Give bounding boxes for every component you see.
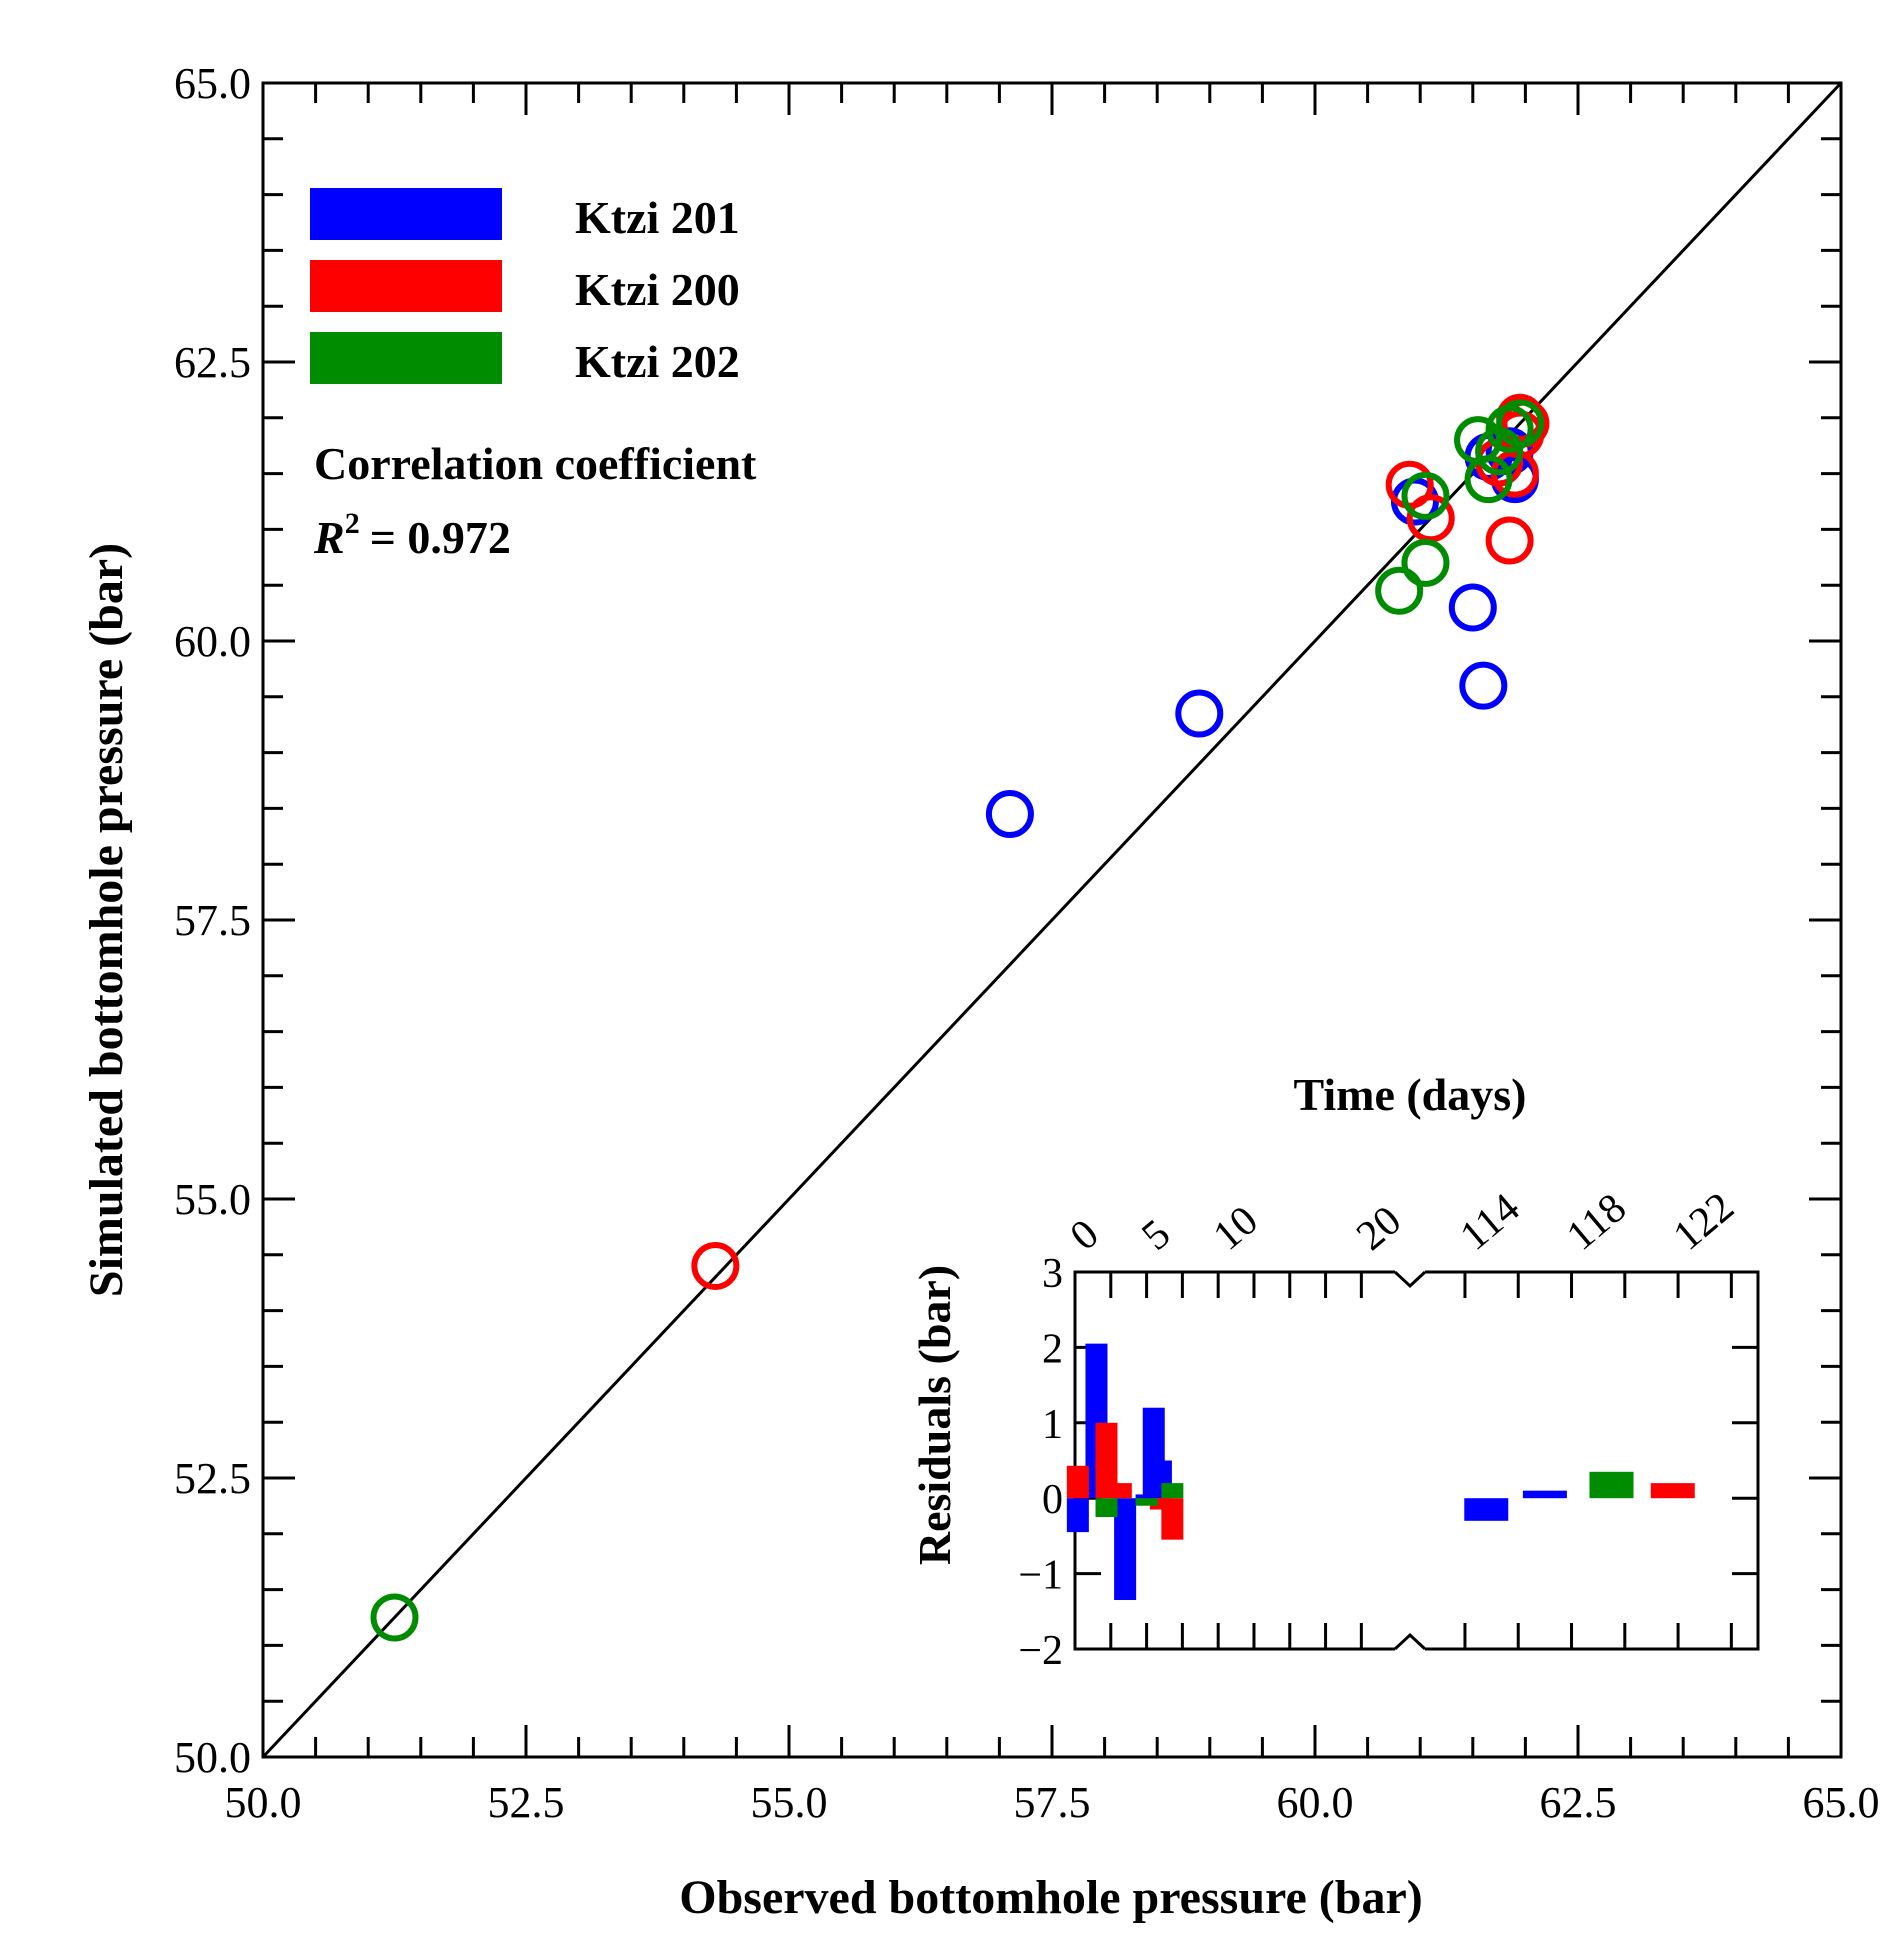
axis-break-bottom (1393, 1632, 1427, 1651)
scatter-points (370, 393, 1550, 1642)
residual-bar-ktzi-201 (1464, 1498, 1509, 1521)
residual-bar-ktzi-200 (1161, 1498, 1184, 1540)
inset-y-tick-label: 1 (1042, 1402, 1063, 1448)
data-point-ktzi-200 (1406, 494, 1455, 543)
residual-bar-ktzi-200 (1066, 1465, 1089, 1499)
x-tick-label: 55.0 (751, 1778, 828, 1827)
x-tick-label: 65.0 (1803, 1778, 1880, 1827)
legend-label: Ktzi 200 (575, 264, 740, 315)
residual-bar-ktzi-202 (1095, 1498, 1118, 1518)
residual-bar-ktzi-200 (1109, 1483, 1132, 1499)
r-symbol: R (313, 512, 345, 563)
axis-break-top (1393, 1270, 1427, 1289)
legend-label: Ktzi 201 (575, 192, 740, 243)
inset-background (1075, 1272, 1758, 1649)
x-tick-label: 52.5 (488, 1778, 565, 1827)
x-tick-label: 50.0 (225, 1778, 302, 1827)
residual-bar-ktzi-200 (1095, 1422, 1118, 1499)
inset-y-tick-label: 2 (1042, 1326, 1063, 1372)
residual-bar-ktzi-202 (1135, 1498, 1158, 1506)
inset-frame-left (1073, 1270, 1395, 1651)
data-point-ktzi-201 (1175, 689, 1224, 738)
residual-bar-ktzi-200 (1650, 1483, 1695, 1499)
data-point-ktzi-202 (1464, 455, 1513, 504)
data-point-ktzi-202 (1375, 566, 1424, 615)
one-to-one-line (261, 81, 1843, 1759)
y-tick-label: 55.0 (174, 1175, 251, 1224)
residual-bar-ktzi-202 (1161, 1483, 1184, 1499)
data-point-ktzi-201 (1459, 661, 1508, 710)
inset-x-tick-label: 20 (1348, 1197, 1410, 1259)
residual-bar-ktzi-201 (1066, 1498, 1089, 1533)
inset-y-axis-title: Residuals (bar) (909, 1265, 960, 1565)
r-squared-label: R2 = 0.972 (313, 507, 511, 563)
inset-x-tick-label: 122 (1665, 1184, 1743, 1260)
residual-bar-ktzi-200 (1149, 1498, 1172, 1510)
y-tick-label: 62.5 (174, 338, 251, 387)
legend: Ktzi 201 Ktzi 200 Ktzi 202 (310, 188, 740, 387)
x-tick-label: 60.0 (1277, 1778, 1354, 1827)
data-point-ktzi-201 (1448, 583, 1497, 632)
legend-swatch (310, 260, 502, 312)
inset-x-tick-label: 5 (1133, 1211, 1179, 1260)
x-tick-label: 62.5 (1540, 1778, 1617, 1827)
residual-bar-ktzi-201 (1522, 1490, 1567, 1499)
legend-swatch (310, 332, 502, 384)
data-point-ktzi-200 (691, 1241, 740, 1290)
residual-bar-ktzi-202 (1589, 1471, 1634, 1499)
correlation-label: Correlation coefficient (314, 438, 757, 489)
y-tick-label: 57.5 (174, 896, 251, 945)
data-point-ktzi-202 (1401, 471, 1450, 520)
inset-x-tick-label: 114 (1452, 1185, 1529, 1260)
inset-x-tick-label: 10 (1205, 1197, 1267, 1259)
legend-label: Ktzi 202 (575, 336, 740, 387)
main-plot-area: 50.0 52.5 55.0 57.5 60.0 62.5 65.0 50.0 52.5 55.0… (174, 59, 1880, 1827)
r-value: = 0.972 (370, 512, 511, 563)
y-tick-label: 50.0 (174, 1733, 251, 1782)
inset-x-tick-label: 118 (1558, 1185, 1635, 1260)
y-tick-label: 60.0 (174, 617, 251, 666)
y-axis-title: Simulated bottomhole pressure (bar) (80, 543, 133, 1297)
inset-y-tick-label: −1 (1018, 1553, 1063, 1599)
data-point-ktzi-201 (985, 789, 1034, 838)
legend-swatch (310, 188, 502, 240)
data-point-ktzi-202 (1496, 399, 1545, 448)
y-tick-label: 65.0 (174, 59, 251, 108)
inset-frame-right (1425, 1270, 1760, 1651)
inset-y-tick-label: −2 (1018, 1628, 1063, 1674)
y-tick-label: 52.5 (174, 1454, 251, 1503)
residual-bar-ktzi-201 (1114, 1498, 1137, 1600)
inset-title: Time (days) (1294, 1069, 1527, 1120)
data-point-ktzi-200 (1485, 516, 1534, 565)
data-point-ktzi-202 (1401, 538, 1450, 587)
x-tick-label: 57.5 (1014, 1778, 1091, 1827)
data-point-ktzi-202 (370, 1593, 419, 1642)
inset-x-tick-label: 0 (1062, 1211, 1108, 1260)
inset-y-tick-label: 0 (1042, 1477, 1063, 1523)
r-exponent: 2 (345, 507, 360, 540)
inset-y-tick-label: 3 (1042, 1251, 1063, 1297)
reference-line-group (261, 81, 1843, 1759)
x-axis-title: Observed bottomhole pressure (bar) (679, 1871, 1423, 1924)
